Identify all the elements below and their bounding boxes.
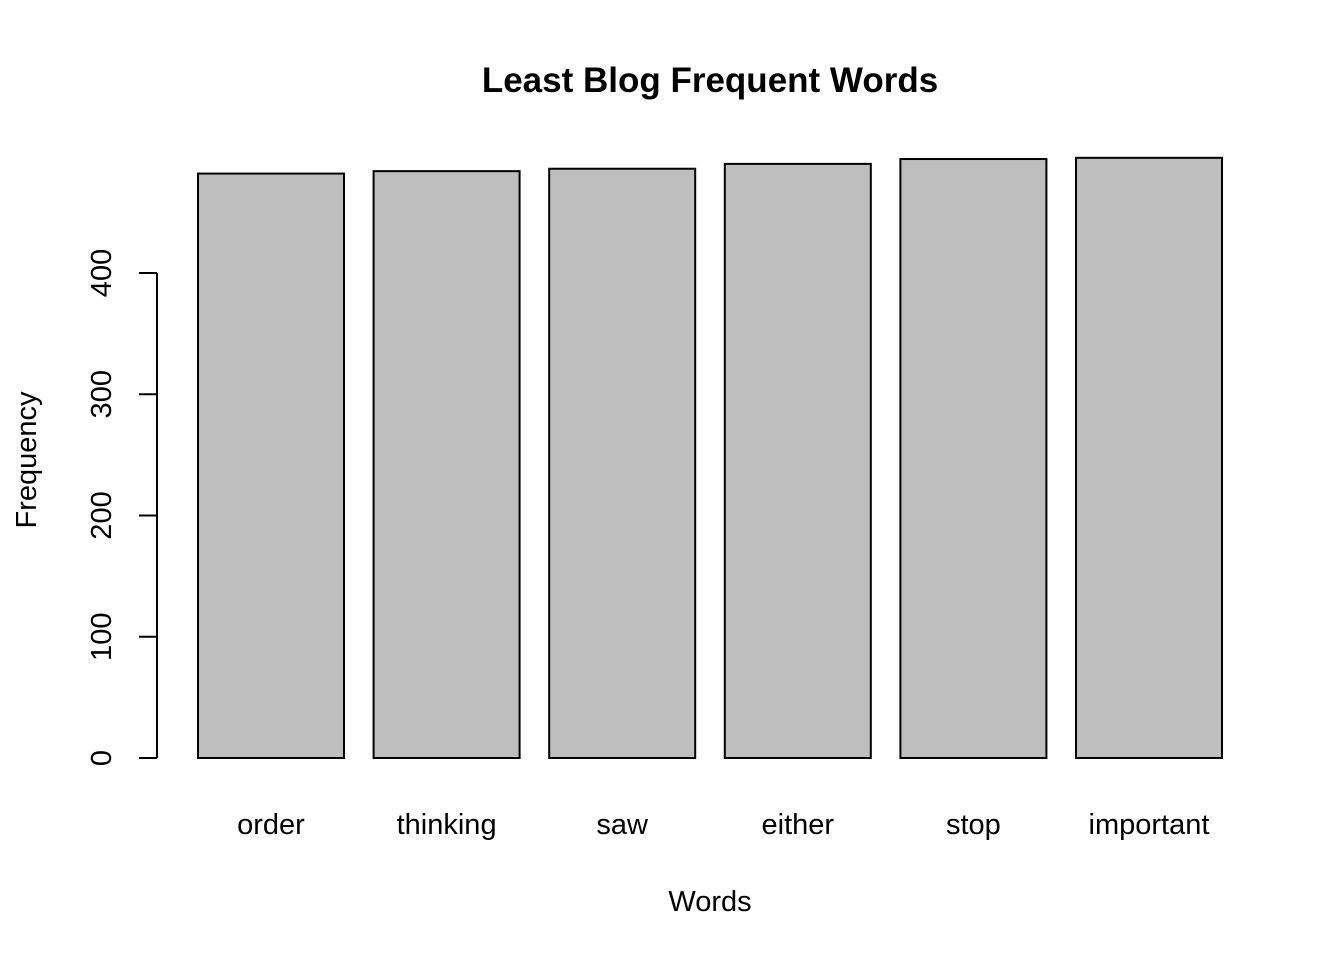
x-axis-label: Words (668, 886, 751, 918)
x-tick-label: thinking (397, 809, 497, 841)
bar-saw (548, 167, 697, 760)
y-tick-label: 300 (86, 370, 118, 418)
y-axis-label: Frequency (11, 391, 43, 529)
x-tick-label: either (762, 809, 835, 841)
x-tick-label: saw (596, 809, 649, 841)
y-axis: 0 100 200 300 400 (86, 249, 158, 766)
y-tick-label: 100 (86, 613, 118, 661)
bars (197, 156, 1223, 760)
category-labels: order thinking saw either stop important (237, 809, 1209, 841)
bar-either (723, 162, 872, 759)
chart-title: Least Blog Frequent Words (482, 61, 938, 100)
x-tick-label: order (237, 809, 305, 841)
bar-stop (899, 158, 1048, 759)
bar-important (1075, 156, 1223, 759)
bar-thinking (372, 170, 521, 759)
y-tick-label: 0 (86, 750, 118, 766)
x-tick-label: stop (946, 809, 1001, 841)
y-tick-label: 200 (86, 491, 118, 539)
x-tick-label: important (1089, 809, 1210, 841)
bar-order (197, 172, 345, 759)
y-tick-label: 400 (86, 249, 118, 297)
